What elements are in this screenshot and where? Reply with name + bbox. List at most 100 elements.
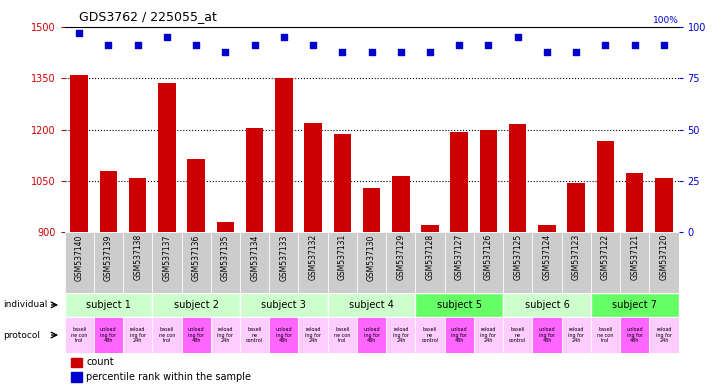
- Text: GSM537135: GSM537135: [221, 234, 230, 281]
- Bar: [620, 232, 649, 293]
- Bar: [123, 317, 152, 353]
- Text: unload
ing for
48h: unload ing for 48h: [451, 327, 467, 343]
- Bar: [269, 317, 299, 353]
- Bar: [480, 129, 498, 232]
- Bar: [158, 83, 176, 232]
- Bar: [327, 293, 416, 317]
- Bar: [152, 293, 240, 317]
- Text: baseli
ne
control: baseli ne control: [421, 327, 439, 343]
- Text: individual: individual: [4, 300, 48, 310]
- Text: reload
ing for
24h: reload ing for 24h: [305, 327, 321, 343]
- Text: reload
ing for
24h: reload ing for 24h: [480, 327, 496, 343]
- Text: subject 3: subject 3: [261, 300, 307, 310]
- Text: baseli
ne
control: baseli ne control: [246, 327, 264, 343]
- Text: reload
ing for
24h: reload ing for 24h: [568, 327, 584, 343]
- Text: unload
ing for
48h: unload ing for 48h: [100, 327, 117, 343]
- Bar: [246, 128, 264, 232]
- Bar: [211, 317, 240, 353]
- Text: GSM537122: GSM537122: [601, 234, 610, 280]
- Bar: [655, 178, 673, 232]
- Text: GSM537124: GSM537124: [543, 234, 551, 280]
- Point: [278, 34, 289, 40]
- Point: [307, 42, 319, 48]
- Text: GSM537139: GSM537139: [104, 234, 113, 281]
- Bar: [65, 317, 94, 353]
- Text: baseli
ne con
trol: baseli ne con trol: [334, 327, 350, 343]
- Bar: [591, 317, 620, 353]
- Bar: [503, 232, 532, 293]
- Bar: [70, 75, 88, 232]
- Text: GSM537126: GSM537126: [484, 234, 493, 280]
- Text: subject 4: subject 4: [349, 300, 394, 310]
- Text: GSM537130: GSM537130: [367, 234, 376, 281]
- Bar: [123, 232, 152, 293]
- Bar: [327, 317, 357, 353]
- Text: GSM537121: GSM537121: [630, 234, 639, 280]
- Bar: [357, 317, 386, 353]
- Bar: [626, 174, 643, 232]
- Bar: [444, 232, 474, 293]
- Text: reload
ing for
24h: reload ing for 24h: [130, 327, 146, 343]
- Text: GDS3762 / 225055_at: GDS3762 / 225055_at: [79, 10, 217, 23]
- Bar: [94, 232, 123, 293]
- Bar: [334, 134, 351, 232]
- Bar: [416, 317, 444, 353]
- Bar: [217, 222, 234, 232]
- Bar: [299, 317, 327, 353]
- Point: [570, 48, 582, 55]
- Bar: [357, 232, 386, 293]
- Bar: [187, 159, 205, 232]
- Text: GSM537120: GSM537120: [659, 234, 668, 280]
- Text: GSM537131: GSM537131: [338, 234, 347, 280]
- Text: 100%: 100%: [653, 16, 679, 25]
- Point: [190, 42, 202, 48]
- Point: [454, 42, 465, 48]
- Text: reload
ing for
24h: reload ing for 24h: [393, 327, 409, 343]
- Point: [337, 48, 348, 55]
- Bar: [421, 225, 439, 232]
- Bar: [538, 225, 556, 232]
- Bar: [416, 232, 444, 293]
- Text: count: count: [86, 358, 113, 367]
- Text: unload
ing for
48h: unload ing for 48h: [538, 327, 555, 343]
- Bar: [444, 317, 474, 353]
- Text: protocol: protocol: [4, 331, 41, 339]
- Text: GSM537137: GSM537137: [162, 234, 172, 281]
- Bar: [386, 317, 416, 353]
- Text: GSM537138: GSM537138: [134, 234, 142, 280]
- Text: unload
ing for
48h: unload ing for 48h: [363, 327, 380, 343]
- Bar: [240, 317, 269, 353]
- Text: percentile rank within the sample: percentile rank within the sample: [86, 372, 251, 382]
- Bar: [65, 232, 94, 293]
- Point: [512, 34, 523, 40]
- Bar: [304, 123, 322, 232]
- Bar: [363, 188, 381, 232]
- Bar: [416, 293, 503, 317]
- Text: reload
ing for
24h: reload ing for 24h: [656, 327, 672, 343]
- Bar: [567, 183, 585, 232]
- Point: [161, 34, 173, 40]
- Text: subject 2: subject 2: [174, 300, 219, 310]
- Text: GSM537127: GSM537127: [454, 234, 464, 280]
- Bar: [392, 176, 409, 232]
- Bar: [65, 293, 152, 317]
- Text: baseli
ne con
trol: baseli ne con trol: [71, 327, 88, 343]
- Bar: [561, 232, 591, 293]
- Bar: [474, 317, 503, 353]
- Bar: [211, 232, 240, 293]
- Text: unload
ing for
48h: unload ing for 48h: [276, 327, 292, 343]
- Bar: [591, 293, 679, 317]
- Text: baseli
ne
control: baseli ne control: [509, 327, 526, 343]
- Bar: [386, 232, 416, 293]
- Bar: [152, 232, 182, 293]
- Bar: [532, 232, 561, 293]
- Bar: [503, 317, 532, 353]
- Bar: [327, 232, 357, 293]
- Text: GSM537132: GSM537132: [309, 234, 317, 280]
- Text: GSM537140: GSM537140: [75, 234, 84, 281]
- Bar: [620, 317, 649, 353]
- Bar: [275, 78, 293, 232]
- Bar: [597, 141, 614, 232]
- Point: [424, 48, 436, 55]
- Bar: [240, 232, 269, 293]
